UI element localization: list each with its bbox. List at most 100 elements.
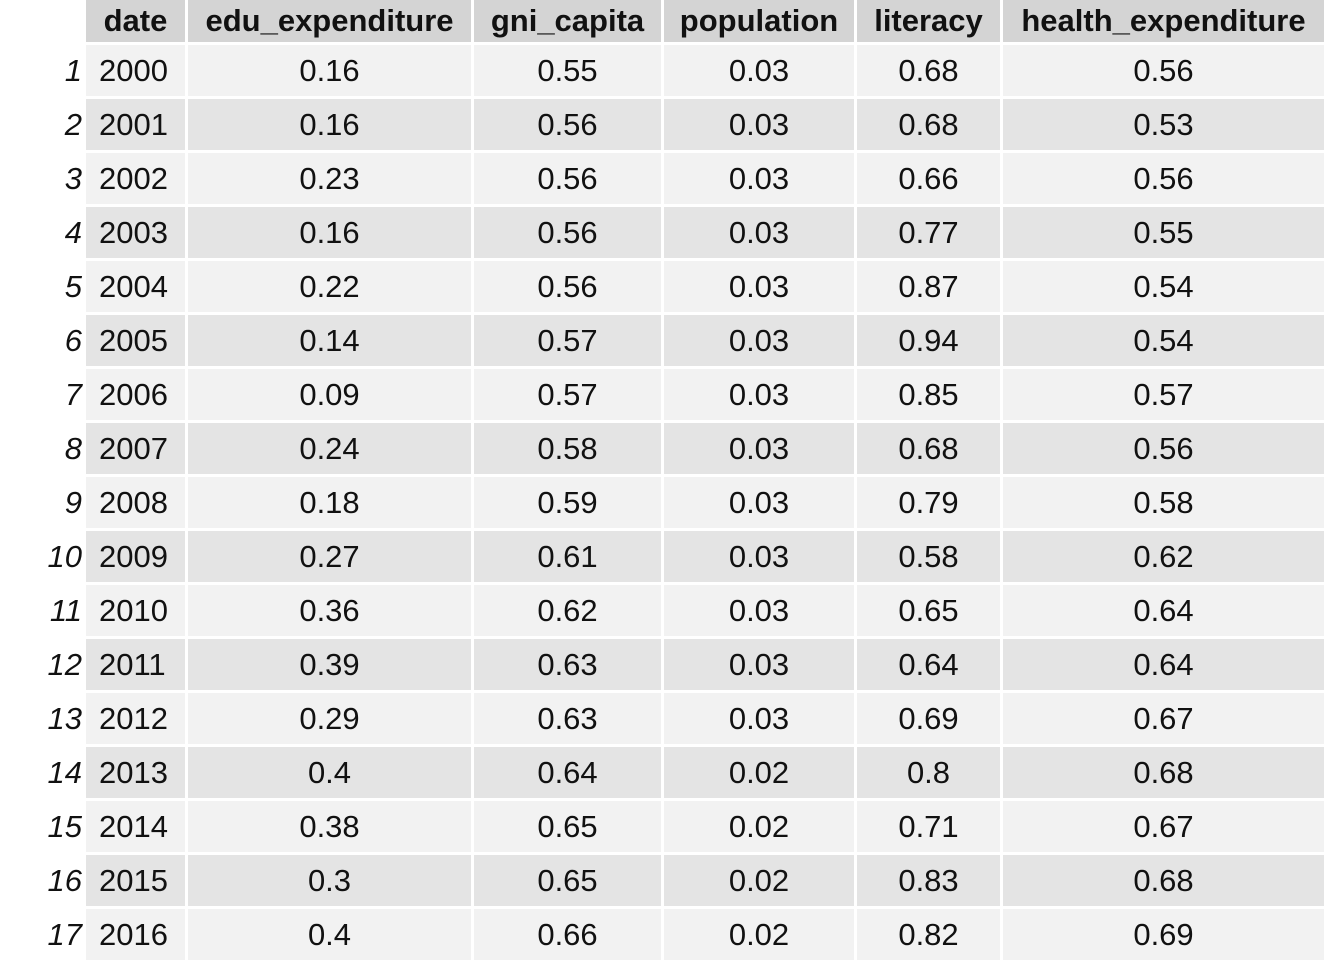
table-row: 15 2014 0.38 0.65 0.02 0.71 0.67 xyxy=(0,801,1327,855)
table-row: 6 2005 0.14 0.57 0.03 0.94 0.54 xyxy=(0,315,1327,369)
row-number: 13 xyxy=(0,693,86,747)
table-cell-date: 2015 xyxy=(86,855,188,909)
row-number: 2 xyxy=(0,99,86,153)
table-cell-edu-expenditure: 0.4 xyxy=(188,747,474,801)
table-row: 3 2002 0.23 0.56 0.03 0.66 0.56 xyxy=(0,153,1327,207)
table-cell-literacy: 0.68 xyxy=(857,45,1003,99)
table-cell-edu-expenditure: 0.4 xyxy=(188,909,474,963)
table-cell-date: 2010 xyxy=(86,585,188,639)
row-number: 5 xyxy=(0,261,86,315)
table-cell-literacy: 0.94 xyxy=(857,315,1003,369)
table-cell-population: 0.03 xyxy=(664,585,857,639)
table-cell-population: 0.02 xyxy=(664,747,857,801)
table-cell-date: 2007 xyxy=(86,423,188,477)
table-cell-date: 2014 xyxy=(86,801,188,855)
table-cell-edu-expenditure: 0.22 xyxy=(188,261,474,315)
table-cell-gni-capita: 0.66 xyxy=(474,909,664,963)
table-cell-health-expenditure: 0.58 xyxy=(1003,477,1327,531)
table-cell-literacy: 0.66 xyxy=(857,153,1003,207)
column-header: gni_capita xyxy=(474,0,664,45)
table-cell-health-expenditure: 0.56 xyxy=(1003,45,1327,99)
row-number: 16 xyxy=(0,855,86,909)
table-row: 9 2008 0.18 0.59 0.03 0.79 0.58 xyxy=(0,477,1327,531)
table-cell-health-expenditure: 0.64 xyxy=(1003,585,1327,639)
table-cell-population: 0.03 xyxy=(664,153,857,207)
row-number: 12 xyxy=(0,639,86,693)
table-row: 4 2003 0.16 0.56 0.03 0.77 0.55 xyxy=(0,207,1327,261)
table-cell-population: 0.03 xyxy=(664,261,857,315)
table-cell-date: 2005 xyxy=(86,315,188,369)
table-cell-gni-capita: 0.55 xyxy=(474,45,664,99)
table-cell-gni-capita: 0.58 xyxy=(474,423,664,477)
table-cell-health-expenditure: 0.54 xyxy=(1003,315,1327,369)
table-cell-edu-expenditure: 0.36 xyxy=(188,585,474,639)
table-cell-population: 0.03 xyxy=(664,639,857,693)
table-cell-gni-capita: 0.65 xyxy=(474,801,664,855)
table-cell-edu-expenditure: 0.16 xyxy=(188,99,474,153)
column-header: literacy xyxy=(857,0,1003,45)
table-cell-date: 2009 xyxy=(86,531,188,585)
table-cell-gni-capita: 0.65 xyxy=(474,855,664,909)
table-cell-date: 2000 xyxy=(86,45,188,99)
table-cell-gni-capita: 0.62 xyxy=(474,585,664,639)
table-cell-date: 2008 xyxy=(86,477,188,531)
row-number: 3 xyxy=(0,153,86,207)
table-cell-edu-expenditure: 0.16 xyxy=(188,207,474,261)
row-number: 6 xyxy=(0,315,86,369)
table-cell-gni-capita: 0.56 xyxy=(474,99,664,153)
row-number: 1 xyxy=(0,45,86,99)
table-cell-health-expenditure: 0.68 xyxy=(1003,855,1327,909)
table-cell-date: 2011 xyxy=(86,639,188,693)
table-row: 2 2001 0.16 0.56 0.03 0.68 0.53 xyxy=(0,99,1327,153)
table-cell-literacy: 0.69 xyxy=(857,693,1003,747)
table-cell-population: 0.02 xyxy=(664,909,857,963)
table-row: 10 2009 0.27 0.61 0.03 0.58 0.62 xyxy=(0,531,1327,585)
table-cell-population: 0.02 xyxy=(664,855,857,909)
table-cell-edu-expenditure: 0.16 xyxy=(188,45,474,99)
table-cell-gni-capita: 0.59 xyxy=(474,477,664,531)
table-cell-health-expenditure: 0.67 xyxy=(1003,693,1327,747)
table-row: 5 2004 0.22 0.56 0.03 0.87 0.54 xyxy=(0,261,1327,315)
table-cell-population: 0.03 xyxy=(664,45,857,99)
row-number: 4 xyxy=(0,207,86,261)
table-cell-population: 0.03 xyxy=(664,477,857,531)
table-row: 14 2013 0.4 0.64 0.02 0.8 0.68 xyxy=(0,747,1327,801)
table-cell-date: 2006 xyxy=(86,369,188,423)
table-cell-edu-expenditure: 0.14 xyxy=(188,315,474,369)
table-cell-literacy: 0.83 xyxy=(857,855,1003,909)
table-cell-edu-expenditure: 0.23 xyxy=(188,153,474,207)
row-number: 17 xyxy=(0,909,86,963)
row-number: 7 xyxy=(0,369,86,423)
table-cell-health-expenditure: 0.68 xyxy=(1003,747,1327,801)
table-cell-population: 0.03 xyxy=(664,531,857,585)
row-number: 11 xyxy=(0,585,86,639)
table-row: 1 2000 0.16 0.55 0.03 0.68 0.56 xyxy=(0,45,1327,99)
table-cell-literacy: 0.82 xyxy=(857,909,1003,963)
table-cell-date: 2003 xyxy=(86,207,188,261)
table-cell-literacy: 0.8 xyxy=(857,747,1003,801)
table-cell-edu-expenditure: 0.38 xyxy=(188,801,474,855)
table-cell-edu-expenditure: 0.09 xyxy=(188,369,474,423)
table-cell-literacy: 0.87 xyxy=(857,261,1003,315)
table-cell-date: 2012 xyxy=(86,693,188,747)
table-row: 17 2016 0.4 0.66 0.02 0.82 0.69 xyxy=(0,909,1327,963)
table-cell-population: 0.03 xyxy=(664,693,857,747)
table-cell-literacy: 0.68 xyxy=(857,423,1003,477)
table-cell-gni-capita: 0.57 xyxy=(474,369,664,423)
table-cell-edu-expenditure: 0.3 xyxy=(188,855,474,909)
table-cell-health-expenditure: 0.56 xyxy=(1003,423,1327,477)
column-header: population xyxy=(664,0,857,45)
table-cell-population: 0.03 xyxy=(664,315,857,369)
row-number: 14 xyxy=(0,747,86,801)
table-cell-population: 0.02 xyxy=(664,801,857,855)
table-cell-gni-capita: 0.63 xyxy=(474,639,664,693)
column-header: health_expenditure xyxy=(1003,0,1327,45)
table-cell-literacy: 0.64 xyxy=(857,639,1003,693)
table-cell-health-expenditure: 0.67 xyxy=(1003,801,1327,855)
table-cell-literacy: 0.77 xyxy=(857,207,1003,261)
table-cell-gni-capita: 0.57 xyxy=(474,315,664,369)
table-cell-population: 0.03 xyxy=(664,423,857,477)
column-header: edu_expenditure xyxy=(188,0,474,45)
table-cell-gni-capita: 0.56 xyxy=(474,207,664,261)
row-number: 10 xyxy=(0,531,86,585)
